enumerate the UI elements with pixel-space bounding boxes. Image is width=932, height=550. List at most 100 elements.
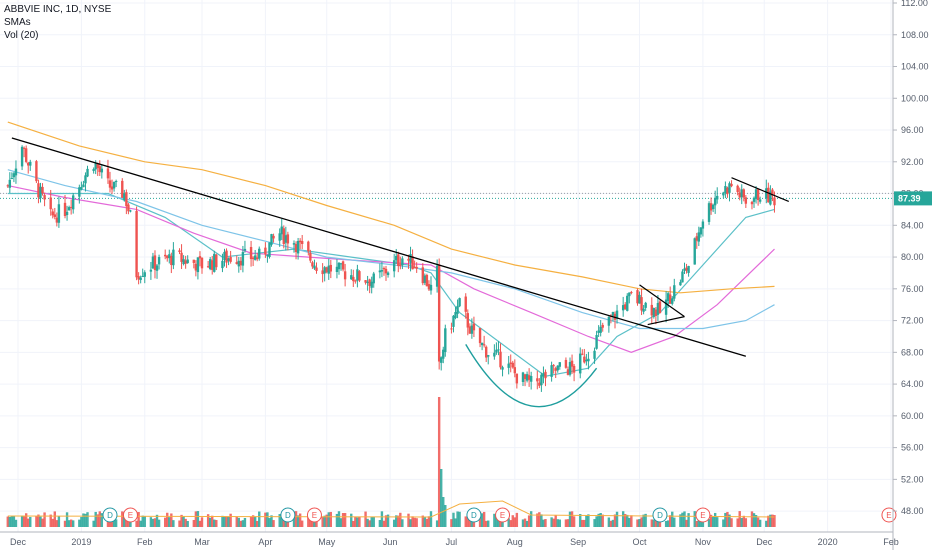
candle-body	[437, 264, 441, 362]
volume-bar	[65, 512, 69, 527]
volume-bar	[309, 518, 312, 527]
volume-bar	[294, 511, 298, 527]
volume-indicator-label[interactable]: Vol (20)	[4, 30, 39, 41]
candle-body	[155, 265, 159, 271]
volume-bar	[587, 514, 590, 527]
candle-body	[315, 267, 318, 271]
volume-bar	[121, 511, 124, 527]
x-tick-label: Feb	[137, 537, 153, 547]
volume-bar	[168, 517, 171, 527]
symbol-title[interactable]: ABBVIE INC, 1D, NYSE	[4, 4, 112, 15]
volume-bar	[39, 516, 42, 527]
candle-body	[421, 267, 425, 284]
volume-ma-line	[7, 500, 775, 518]
candle-body	[29, 161, 32, 166]
candle-body	[57, 204, 61, 223]
candle-body	[425, 274, 429, 287]
candle-body	[742, 189, 745, 198]
volume-bar	[243, 517, 247, 527]
volume-bar	[515, 512, 519, 527]
volume-bar	[480, 513, 484, 527]
volume-bar	[172, 520, 175, 527]
cup-curve	[465, 344, 598, 408]
volume-bar	[638, 519, 641, 527]
x-tick-label: Jul	[446, 537, 458, 547]
candle-body	[644, 302, 647, 308]
y-tick-label: 96.00	[901, 125, 924, 135]
time-axis[interactable]: Dec 2019 Feb Mar Apr May Jun Jul Aug Sep Oct Nov Dec…	[0, 531, 899, 547]
candles	[6, 145, 776, 392]
volume-bar	[644, 513, 647, 527]
candle-body	[41, 186, 44, 194]
price-axis[interactable]: 112.00108.00104.00100.0096.0092.0088.008…	[892, 0, 932, 550]
volume-bars	[6, 397, 776, 527]
volume-bar	[35, 516, 38, 527]
candle-body	[722, 192, 725, 196]
candle-body	[172, 249, 175, 266]
volume-bar	[554, 515, 557, 527]
volume-bar	[523, 518, 527, 527]
candle-body	[266, 254, 269, 257]
candle-body	[208, 259, 212, 270]
volume-bar	[611, 519, 615, 527]
y-tick-label: 48.00	[901, 506, 924, 516]
candle-body	[493, 352, 496, 357]
x-tick-label: Mar	[194, 537, 210, 547]
candle-body	[82, 184, 85, 188]
volume-bar	[421, 515, 425, 527]
candle-body	[542, 373, 545, 377]
candle-body	[78, 187, 81, 197]
candle-body	[63, 202, 67, 216]
candle-body	[697, 232, 701, 242]
volume-bar	[382, 520, 386, 527]
volume-bar	[613, 514, 617, 527]
volume-bar	[380, 511, 384, 527]
candle-body	[558, 362, 561, 367]
y-tick-label: 56.00	[901, 443, 924, 453]
candle-body	[37, 183, 40, 198]
volume-bar	[636, 519, 639, 527]
volume-bar	[27, 518, 30, 527]
drawings	[11, 137, 790, 408]
earnings-marker	[695, 507, 711, 523]
volume-bar	[12, 516, 16, 527]
candle-body	[256, 257, 259, 260]
candle-body	[114, 181, 118, 183]
candle-body	[354, 280, 357, 282]
volume-bar	[740, 517, 743, 527]
candle-body	[466, 313, 469, 328]
candle-body	[511, 362, 514, 368]
candle-body	[568, 361, 572, 375]
volume-bar	[182, 516, 185, 527]
volume-bar	[695, 520, 698, 527]
candle-body	[243, 248, 247, 251]
candle-body	[587, 358, 590, 362]
dividend-marker	[466, 507, 482, 523]
candle-body	[292, 243, 296, 245]
volume-bar	[558, 519, 561, 527]
candle-body	[278, 233, 281, 241]
volume-bar	[67, 520, 71, 527]
volume-bar	[628, 517, 631, 527]
volume-bar	[664, 520, 668, 527]
volume-bar	[325, 514, 328, 527]
volume-bar	[143, 516, 146, 527]
volume-bar	[397, 515, 400, 527]
volume-bar	[538, 512, 541, 527]
x-tick-label: Jun	[383, 537, 398, 547]
candle-body	[51, 211, 54, 216]
volume-bar	[750, 511, 754, 527]
volume-bar	[579, 514, 582, 527]
candle-body	[556, 365, 559, 371]
candle-body	[329, 264, 333, 272]
candle-body	[435, 265, 439, 287]
volume-bar	[542, 519, 545, 527]
volume-bar	[80, 516, 83, 527]
candle-body	[701, 221, 705, 229]
candle-body	[352, 276, 355, 282]
volume-bar	[525, 520, 529, 527]
candle-body	[756, 189, 760, 201]
sma-indicator-label[interactable]: SMAs	[4, 17, 31, 28]
candle-body	[642, 308, 645, 312]
